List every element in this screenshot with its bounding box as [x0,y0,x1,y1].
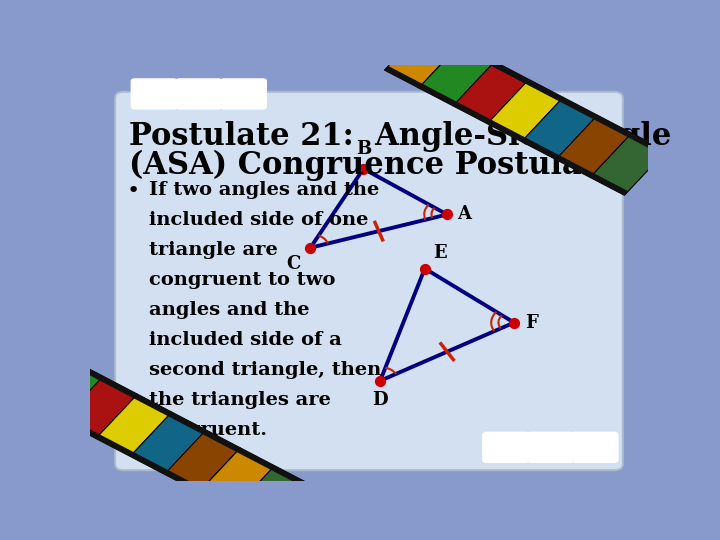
Polygon shape [130,453,168,474]
Polygon shape [199,488,237,510]
Polygon shape [419,84,457,106]
Polygon shape [556,115,631,178]
Polygon shape [271,466,309,488]
Polygon shape [521,97,598,159]
Polygon shape [525,79,563,102]
Polygon shape [628,133,666,155]
FancyBboxPatch shape [176,79,222,109]
Text: included side of one: included side of one [148,211,368,229]
FancyBboxPatch shape [220,79,266,109]
Point [305,244,316,252]
Polygon shape [99,376,138,399]
Text: C: C [286,255,300,273]
FancyBboxPatch shape [483,433,528,462]
Polygon shape [521,138,559,159]
Polygon shape [456,44,495,66]
Polygon shape [27,359,103,421]
Point [508,318,520,327]
Polygon shape [62,376,138,438]
Point [441,210,453,219]
Text: second triangle, then: second triangle, then [148,361,381,379]
Polygon shape [453,102,491,124]
Text: the triangles are: the triangles are [148,391,330,409]
Text: (ASA) Congruence Postulate: (ASA) Congruence Postulate [129,150,616,181]
Polygon shape [202,430,240,452]
Text: congruent to two: congruent to two [148,271,335,289]
Text: B: B [356,140,371,158]
Polygon shape [96,434,134,456]
Polygon shape [590,133,666,195]
Polygon shape [384,66,423,88]
FancyBboxPatch shape [528,433,573,462]
Polygon shape [590,173,629,195]
Polygon shape [164,470,202,492]
Text: Postulate 21:  Angle-Side-Angle: Postulate 21: Angle-Side-Angle [129,121,672,152]
Text: •: • [126,181,140,201]
Polygon shape [236,448,274,470]
Polygon shape [168,412,206,434]
Polygon shape [96,394,172,456]
Polygon shape [556,156,594,178]
Polygon shape [487,120,526,141]
Polygon shape [134,394,172,416]
Polygon shape [130,412,206,474]
Polygon shape [593,115,631,137]
Point [419,264,431,273]
Polygon shape [233,506,271,528]
Polygon shape [453,62,529,124]
Polygon shape [199,448,274,510]
Text: included side of a: included side of a [148,331,341,349]
Polygon shape [164,430,240,492]
Text: triangle are: triangle are [148,241,277,259]
Polygon shape [27,399,66,421]
Polygon shape [419,44,495,106]
Text: F: F [526,314,538,332]
Text: congruent.: congruent. [148,421,268,438]
Polygon shape [384,26,460,88]
Point [358,164,369,173]
Text: A: A [457,206,471,224]
Polygon shape [559,97,598,119]
Text: If two angles and the: If two angles and the [148,181,379,199]
Polygon shape [65,359,103,380]
FancyBboxPatch shape [115,92,623,470]
Text: E: E [433,244,447,262]
Text: D: D [372,391,388,409]
Text: angles and the: angles and the [148,301,309,319]
Polygon shape [62,416,100,438]
FancyBboxPatch shape [131,79,177,109]
Polygon shape [422,26,460,48]
Polygon shape [487,79,563,141]
Polygon shape [233,466,309,528]
FancyBboxPatch shape [572,433,618,462]
Polygon shape [491,62,529,84]
Point [374,376,386,385]
